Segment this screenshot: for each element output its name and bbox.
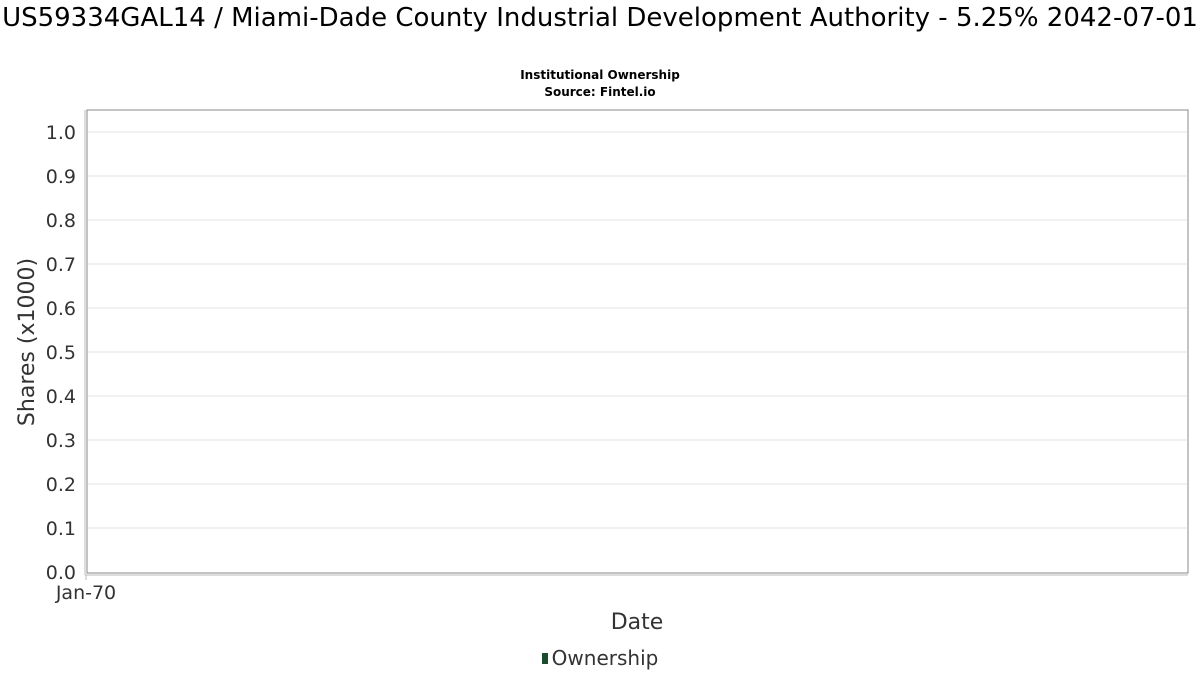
plot-area	[86, 109, 1189, 574]
legend-swatch	[541, 652, 548, 664]
y-tick-label: 0.9	[46, 166, 76, 188]
y-tick-label: 0.1	[46, 518, 76, 540]
y-tick-label: 1.0	[46, 122, 76, 144]
chart-title: US59334GAL14 / Miami-Dade County Industr…	[2, 3, 1198, 33]
y-tick-label: 0.6	[46, 298, 76, 320]
x-tick-labels: Jan-70	[55, 575, 116, 604]
chart-source: Source: Fintel.io	[544, 85, 656, 99]
y-tick-label: 0.8	[46, 210, 76, 232]
y-tick-label: 0.5	[46, 342, 76, 364]
y-tick-label: 0.3	[46, 430, 76, 452]
chart-subtitle: Institutional Ownership	[520, 68, 680, 82]
y-tick-label: 0.4	[46, 386, 76, 408]
legend-label-ownership: Ownership	[551, 646, 659, 670]
y-tick-labels: 0.0 0.1 0.2 0.3 0.4 0.5 0.6 0.7 0.8 0.9 1.0	[46, 122, 76, 584]
y-tick-label: 0.7	[46, 254, 76, 276]
x-axis-title: Date	[611, 610, 664, 635]
x-tick-label: Jan-70	[55, 582, 116, 604]
legend: Ownership	[0, 646, 1200, 670]
grid-lines	[88, 131, 1187, 529]
y-tick-label: 0.0	[46, 562, 76, 584]
y-axis-title: Shares (x1000)	[15, 258, 40, 426]
y-tick-label: 0.2	[46, 474, 76, 496]
